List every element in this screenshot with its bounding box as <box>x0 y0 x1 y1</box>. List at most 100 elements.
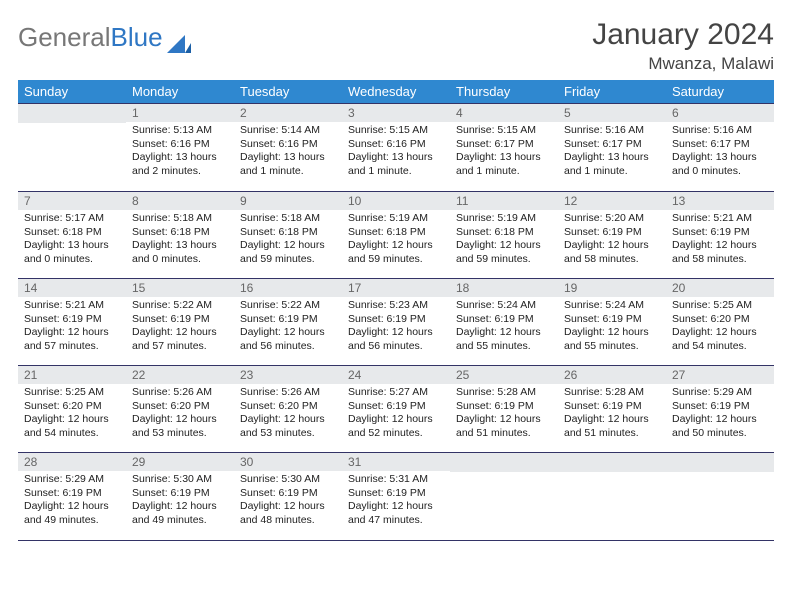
calendar-day: 20Sunrise: 5:25 AMSunset: 6:20 PMDayligh… <box>666 279 774 366</box>
calendar-day: 29Sunrise: 5:30 AMSunset: 6:19 PMDayligh… <box>126 453 234 541</box>
calendar-day: 25Sunrise: 5:28 AMSunset: 6:19 PMDayligh… <box>450 366 558 453</box>
daylight-text: Daylight: 13 hours and 2 minutes. <box>132 151 228 178</box>
sunrise-text: Sunrise: 5:16 AM <box>564 124 660 138</box>
sunrise-text: Sunrise: 5:17 AM <box>24 212 120 226</box>
day-body: Sunrise: 5:25 AMSunset: 6:20 PMDaylight:… <box>18 384 126 452</box>
sunset-text: Sunset: 6:18 PM <box>348 226 444 240</box>
day-number: 3 <box>342 104 450 122</box>
logo: GeneralBlue <box>18 22 191 53</box>
daylight-text: Daylight: 13 hours and 0 minutes. <box>672 151 768 178</box>
daylight-text: Daylight: 12 hours and 52 minutes. <box>348 413 444 440</box>
daylight-text: Daylight: 12 hours and 55 minutes. <box>456 326 552 353</box>
daylight-text: Daylight: 12 hours and 51 minutes. <box>456 413 552 440</box>
day-body <box>450 472 558 540</box>
sunset-text: Sunset: 6:19 PM <box>672 400 768 414</box>
sunset-text: Sunset: 6:19 PM <box>348 487 444 501</box>
calendar-empty <box>558 453 666 541</box>
day-body: Sunrise: 5:29 AMSunset: 6:19 PMDaylight:… <box>666 384 774 452</box>
sunset-text: Sunset: 6:19 PM <box>564 313 660 327</box>
daylight-text: Daylight: 12 hours and 53 minutes. <box>240 413 336 440</box>
sunrise-text: Sunrise: 5:29 AM <box>672 386 768 400</box>
calendar-day: 26Sunrise: 5:28 AMSunset: 6:19 PMDayligh… <box>558 366 666 453</box>
day-number <box>450 453 558 472</box>
day-body: Sunrise: 5:22 AMSunset: 6:19 PMDaylight:… <box>234 297 342 365</box>
sunset-text: Sunset: 6:19 PM <box>240 313 336 327</box>
day-number: 2 <box>234 104 342 122</box>
calendar-day: 11Sunrise: 5:19 AMSunset: 6:18 PMDayligh… <box>450 192 558 279</box>
daylight-text: Daylight: 12 hours and 59 minutes. <box>240 239 336 266</box>
sunset-text: Sunset: 6:18 PM <box>132 226 228 240</box>
sunset-text: Sunset: 6:19 PM <box>24 313 120 327</box>
day-number <box>666 453 774 472</box>
calendar-day: 14Sunrise: 5:21 AMSunset: 6:19 PMDayligh… <box>18 279 126 366</box>
daylight-text: Daylight: 12 hours and 55 minutes. <box>564 326 660 353</box>
daylight-text: Daylight: 13 hours and 1 minute. <box>240 151 336 178</box>
daylight-text: Daylight: 12 hours and 53 minutes. <box>132 413 228 440</box>
calendar-day: 3Sunrise: 5:15 AMSunset: 6:16 PMDaylight… <box>342 104 450 192</box>
sunset-text: Sunset: 6:20 PM <box>132 400 228 414</box>
day-number: 13 <box>666 192 774 210</box>
daylight-text: Daylight: 12 hours and 56 minutes. <box>348 326 444 353</box>
day-number: 16 <box>234 279 342 297</box>
daylight-text: Daylight: 13 hours and 1 minute. <box>456 151 552 178</box>
day-body: Sunrise: 5:30 AMSunset: 6:19 PMDaylight:… <box>126 471 234 539</box>
day-number: 31 <box>342 453 450 471</box>
calendar-day: 19Sunrise: 5:24 AMSunset: 6:19 PMDayligh… <box>558 279 666 366</box>
sunset-text: Sunset: 6:19 PM <box>456 313 552 327</box>
day-number: 7 <box>18 192 126 210</box>
day-number: 27 <box>666 366 774 384</box>
calendar-day: 10Sunrise: 5:19 AMSunset: 6:18 PMDayligh… <box>342 192 450 279</box>
weekday-header: Saturday <box>666 80 774 104</box>
daylight-text: Daylight: 12 hours and 57 minutes. <box>24 326 120 353</box>
day-body: Sunrise: 5:29 AMSunset: 6:19 PMDaylight:… <box>18 471 126 539</box>
day-number: 21 <box>18 366 126 384</box>
logo-word-2: Blue <box>111 22 163 53</box>
weekday-header: Wednesday <box>342 80 450 104</box>
daylight-text: Daylight: 13 hours and 1 minute. <box>348 151 444 178</box>
day-number: 20 <box>666 279 774 297</box>
day-body <box>666 472 774 540</box>
calendar-day: 30Sunrise: 5:30 AMSunset: 6:19 PMDayligh… <box>234 453 342 541</box>
sunrise-text: Sunrise: 5:19 AM <box>348 212 444 226</box>
daylight-text: Daylight: 12 hours and 49 minutes. <box>132 500 228 527</box>
logo-mark-icon <box>167 29 191 47</box>
day-body: Sunrise: 5:13 AMSunset: 6:16 PMDaylight:… <box>126 122 234 190</box>
day-body: Sunrise: 5:16 AMSunset: 6:17 PMDaylight:… <box>558 122 666 190</box>
day-body: Sunrise: 5:23 AMSunset: 6:19 PMDaylight:… <box>342 297 450 365</box>
sunrise-text: Sunrise: 5:16 AM <box>672 124 768 138</box>
day-body: Sunrise: 5:17 AMSunset: 6:18 PMDaylight:… <box>18 210 126 278</box>
day-body: Sunrise: 5:15 AMSunset: 6:17 PMDaylight:… <box>450 122 558 190</box>
calendar-day: 17Sunrise: 5:23 AMSunset: 6:19 PMDayligh… <box>342 279 450 366</box>
sunrise-text: Sunrise: 5:22 AM <box>132 299 228 313</box>
day-number: 17 <box>342 279 450 297</box>
day-number: 4 <box>450 104 558 122</box>
day-body: Sunrise: 5:25 AMSunset: 6:20 PMDaylight:… <box>666 297 774 365</box>
day-body: Sunrise: 5:26 AMSunset: 6:20 PMDaylight:… <box>234 384 342 452</box>
sunset-text: Sunset: 6:19 PM <box>564 226 660 240</box>
daylight-text: Daylight: 12 hours and 50 minutes. <box>672 413 768 440</box>
sunrise-text: Sunrise: 5:21 AM <box>24 299 120 313</box>
day-body: Sunrise: 5:30 AMSunset: 6:19 PMDaylight:… <box>234 471 342 539</box>
day-number: 6 <box>666 104 774 122</box>
sunset-text: Sunset: 6:19 PM <box>240 487 336 501</box>
daylight-text: Daylight: 12 hours and 59 minutes. <box>348 239 444 266</box>
day-body: Sunrise: 5:19 AMSunset: 6:18 PMDaylight:… <box>342 210 450 278</box>
sunset-text: Sunset: 6:20 PM <box>672 313 768 327</box>
day-body: Sunrise: 5:24 AMSunset: 6:19 PMDaylight:… <box>558 297 666 365</box>
sunrise-text: Sunrise: 5:29 AM <box>24 473 120 487</box>
sunset-text: Sunset: 6:17 PM <box>456 138 552 152</box>
day-number: 22 <box>126 366 234 384</box>
sunset-text: Sunset: 6:17 PM <box>672 138 768 152</box>
daylight-text: Daylight: 12 hours and 57 minutes. <box>132 326 228 353</box>
day-number <box>18 104 126 123</box>
sunrise-text: Sunrise: 5:25 AM <box>24 386 120 400</box>
sunrise-text: Sunrise: 5:15 AM <box>456 124 552 138</box>
sunrise-text: Sunrise: 5:21 AM <box>672 212 768 226</box>
calendar-day: 18Sunrise: 5:24 AMSunset: 6:19 PMDayligh… <box>450 279 558 366</box>
day-body: Sunrise: 5:22 AMSunset: 6:19 PMDaylight:… <box>126 297 234 365</box>
day-number: 1 <box>126 104 234 122</box>
day-body: Sunrise: 5:14 AMSunset: 6:16 PMDaylight:… <box>234 122 342 190</box>
page-title: January 2024 <box>592 18 774 52</box>
daylight-text: Daylight: 12 hours and 58 minutes. <box>564 239 660 266</box>
sunset-text: Sunset: 6:19 PM <box>672 226 768 240</box>
